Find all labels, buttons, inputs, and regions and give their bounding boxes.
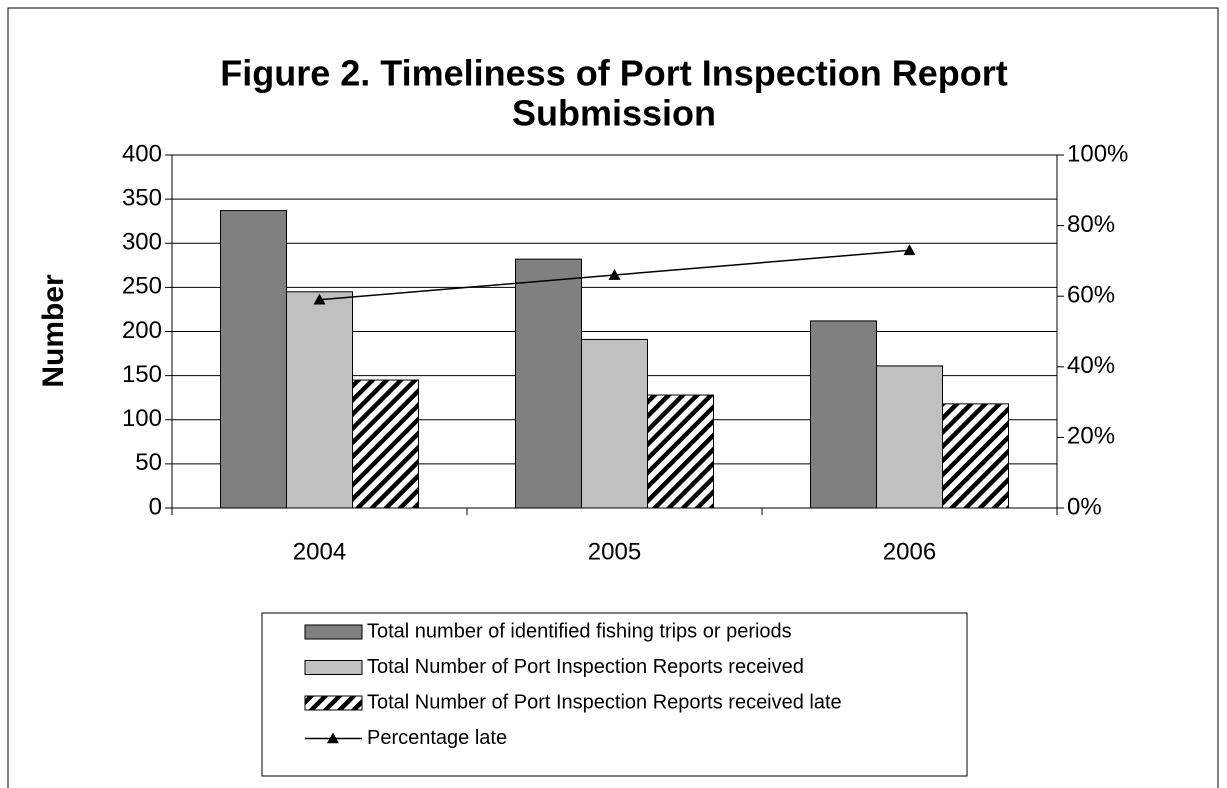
- y2-tick-label: 20%: [1067, 423, 1115, 450]
- y-tick-label: 400: [122, 140, 162, 167]
- y-tick-label: 200: [122, 317, 162, 344]
- legend-label: Total Number of Port Inspection Reports …: [367, 691, 842, 713]
- bar: [942, 403, 1009, 509]
- marker: [313, 293, 326, 305]
- bar: [220, 210, 287, 509]
- legend-swatch: [304, 624, 363, 640]
- bar: [876, 365, 943, 509]
- y2-tick-label: 80%: [1067, 211, 1115, 238]
- marker: [903, 244, 916, 256]
- x-tick-label: 2005: [588, 538, 641, 565]
- bar: [647, 394, 714, 509]
- y2-tick-label: 0%: [1067, 493, 1102, 520]
- y2-tick-label: 60%: [1067, 282, 1115, 309]
- x-tick-label: 2006: [883, 538, 936, 565]
- y-tick-label: 300: [122, 229, 162, 256]
- bar: [286, 291, 353, 509]
- y-axis-label: Number: [37, 274, 70, 388]
- x-tick-label: 2004: [293, 538, 346, 565]
- legend-swatch: [304, 660, 363, 675]
- legend-label: Total number of identified fishing trips…: [367, 620, 792, 642]
- y-tick-label: 250: [122, 273, 162, 300]
- chart-title: Figure 2. Timeliness of Port Inspection …: [220, 53, 1007, 94]
- marker: [608, 269, 621, 280]
- bar: [581, 338, 648, 509]
- bar: [810, 320, 877, 509]
- legend-label: Total Number of Port Inspection Reports …: [367, 656, 804, 678]
- y-tick-label: 0: [149, 493, 162, 520]
- legend-marker: [327, 732, 339, 744]
- legend-swatch: [304, 695, 363, 711]
- legend: [261, 612, 968, 777]
- bar: [352, 379, 419, 509]
- y-tick-label: 350: [122, 184, 162, 211]
- y-tick-label: 150: [122, 361, 162, 388]
- y2-tick-label: 40%: [1067, 352, 1115, 379]
- y2-tick-label: 100%: [1067, 140, 1128, 167]
- y-tick-label: 100: [122, 405, 162, 432]
- legend-label: Percentage late: [367, 727, 507, 749]
- chart-title: Submission: [512, 93, 716, 134]
- frame: [7, 7, 1219, 788]
- bar: [515, 258, 582, 509]
- y-tick-label: 50: [135, 449, 162, 476]
